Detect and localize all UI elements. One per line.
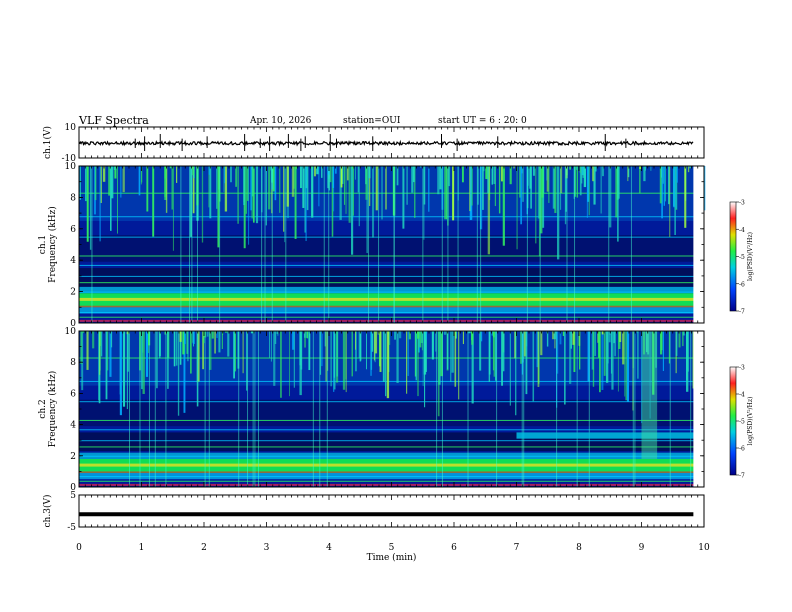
x-tick-label: 0 <box>76 543 82 553</box>
y-tick-label: 2 <box>70 288 76 298</box>
x-tick-label: 8 <box>576 543 582 553</box>
y-axis-label: ch.1 <box>38 235 48 254</box>
x-tick-label: 1 <box>139 543 145 553</box>
y-tick-label: 10 <box>65 327 77 337</box>
colorbar-tick-label: -6 <box>739 281 745 288</box>
y-tick-label: 10 <box>65 162 77 172</box>
y-axis-label: Frequency (kHz) <box>47 371 58 448</box>
y-tick-label: 5 <box>70 491 76 501</box>
ch1-spectrogram <box>79 166 706 323</box>
y-tick-label: -10 <box>62 154 77 164</box>
colorbar-tick-label: -4 <box>739 227 745 234</box>
x-tick-label: 2 <box>201 543 207 553</box>
station-label: station=OUI <box>343 116 401 126</box>
y-tick-label: 8 <box>70 193 76 203</box>
y-tick-label: 10 <box>65 123 77 133</box>
colorbar-tick-label: -4 <box>739 392 745 399</box>
figure-title: VLF Spectra <box>79 114 149 127</box>
y-tick-label: 4 <box>70 256 76 266</box>
y-tick-label: 0 <box>70 319 76 329</box>
y-tick-label: 4 <box>70 421 76 431</box>
x-axis-label: Time (min) <box>367 552 417 563</box>
y-axis-label: ch.1(V) <box>42 126 53 159</box>
y-tick-label: 8 <box>70 358 76 368</box>
colorbar-tick-label: -7 <box>739 309 745 316</box>
x-tick-label: 4 <box>326 543 332 553</box>
colorbar <box>729 201 737 312</box>
y-tick-label: -5 <box>67 523 76 533</box>
date-label: Apr. 10, 2026 <box>250 116 312 126</box>
x-tick-label: 7 <box>514 543 520 553</box>
x-tick-label: 3 <box>264 543 270 553</box>
colorbar-tick-label: -7 <box>739 473 745 480</box>
colorbar-tick-label: -3 <box>739 365 745 372</box>
ch1-waveform-line <box>78 139 694 147</box>
x-tick-label: 10 <box>698 543 710 553</box>
colorbar-label: log(PSD)(V²/Hz) <box>747 232 754 281</box>
colorbar-label: log(PSD)(V²/Hz) <box>747 397 754 446</box>
y-tick-label: 6 <box>70 389 76 399</box>
y-axis-label: ch.3(V) <box>42 495 53 528</box>
x-tick-label: 9 <box>639 543 645 553</box>
y-tick-label: 6 <box>70 225 76 235</box>
colorbar <box>729 366 737 476</box>
x-tick-label: 6 <box>451 543 457 553</box>
y-tick-label: 0 <box>70 483 76 493</box>
y-axis-label: ch.2 <box>38 399 48 418</box>
colorbar-tick-label: -3 <box>739 200 745 207</box>
colorbar-tick-label: -6 <box>739 446 745 453</box>
y-axis-label: Frequency (kHz) <box>47 206 58 283</box>
colorbar-tick-label: -5 <box>739 419 745 426</box>
ch2-spectrogram <box>79 331 705 487</box>
x-tick-label: 5 <box>389 543 395 553</box>
start-ut-label: start UT = 6 : 20: 0 <box>438 116 527 126</box>
colorbar-tick-label: -5 <box>739 254 745 261</box>
y-tick-label: 2 <box>70 452 76 462</box>
